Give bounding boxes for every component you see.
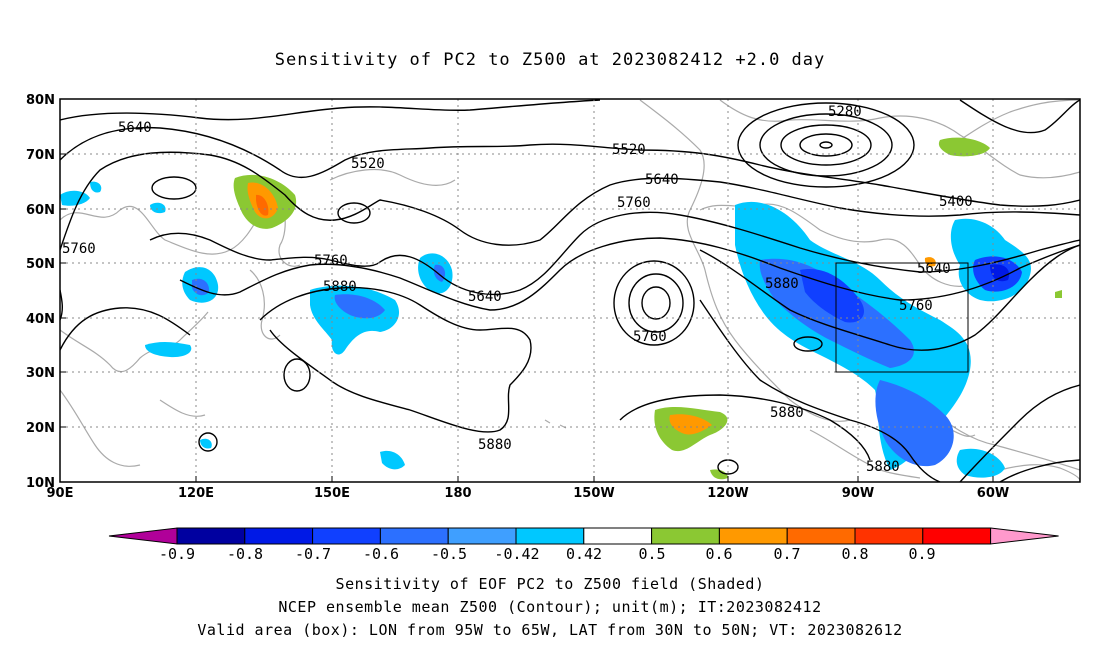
lon-label: 60W <box>977 486 1009 501</box>
colorbar-label: 0.5 <box>638 545 665 563</box>
sensitivity-map: 5640 5520 5760 5760 5880 5640 5880 5520 … <box>26 93 1081 563</box>
colorbar-box <box>312 527 381 545</box>
lat-label: 50N <box>26 257 55 272</box>
colorbar-box <box>447 527 517 545</box>
colorbar-box <box>786 527 856 545</box>
colorbar-box <box>922 527 992 545</box>
colorbar-box <box>854 527 924 545</box>
lat-label: 80N <box>26 93 55 108</box>
contour-label: 5640 <box>468 289 502 305</box>
lon-label: 180 <box>444 486 471 501</box>
colorbar-left-arrow <box>108 527 178 545</box>
lon-label: 150E <box>314 486 350 501</box>
contour-label: 5640 <box>118 120 152 136</box>
lon-label: 120E <box>178 486 214 501</box>
axis-ticks <box>60 153 994 482</box>
valid-area-box <box>835 262 969 373</box>
colorbar-box <box>379 527 449 545</box>
contour-label: 5640 <box>917 261 951 277</box>
colorbar-label: 0.7 <box>773 545 800 563</box>
colorbar-label: -0.7 <box>295 545 331 563</box>
lat-label: 70N <box>26 148 55 163</box>
lon-label: 90W <box>842 486 874 501</box>
colorbar-label: -0.42 <box>494 545 539 563</box>
colorbar-label: -0.5 <box>431 545 467 563</box>
contour-label: 5880 <box>765 276 799 292</box>
contour-labels: 5640 5520 5760 5760 5880 5640 5880 5520 … <box>62 104 973 475</box>
lat-label: 60N <box>26 203 55 218</box>
colorbar-label: 0.42 <box>566 545 602 563</box>
contour-label: 5280 <box>828 104 862 120</box>
contour-label: 5640 <box>645 172 679 188</box>
colorbar-label: 0.8 <box>841 545 868 563</box>
map-frame <box>59 98 1081 483</box>
lat-lon-grid <box>60 99 1080 482</box>
z500-contours <box>60 99 1080 482</box>
contour-label: 5520 <box>612 142 646 158</box>
colorbar-box <box>583 527 653 545</box>
colorbar-label: -0.6 <box>363 545 399 563</box>
colorbar-label: -0.9 <box>159 545 195 563</box>
contour-label: 5760 <box>633 329 667 345</box>
colorbar-box <box>244 527 314 545</box>
colorbar-box <box>718 527 788 545</box>
colorbar-label: 0.6 <box>705 545 732 563</box>
contour-label: 5400 <box>939 194 973 210</box>
contour-label: 5880 <box>323 279 357 295</box>
contour-label: 5520 <box>351 156 385 172</box>
lat-label: 40N <box>26 312 55 327</box>
contour-label: 5760 <box>617 195 651 211</box>
colorbar-label: 0.9 <box>908 545 935 563</box>
contour-label: 5760 <box>62 241 96 257</box>
lat-label: 30N <box>26 366 55 381</box>
lon-label: 150W <box>573 486 614 501</box>
latitude-labels: 80N 70N 60N 50N 40N 30N 20N 10N <box>26 93 55 491</box>
contour-label: 5880 <box>478 437 512 453</box>
lat-label: 10N <box>26 476 55 491</box>
lon-label: 120W <box>707 486 748 501</box>
caption-valid-area: Valid area (box): LON from 95W to 65W, L… <box>197 621 903 639</box>
colorbar: -0.9 -0.8 -0.7 -0.6 -0.5 -0.42 0.42 0.5 … <box>108 527 1059 563</box>
lat-label: 20N <box>26 421 55 436</box>
colorbar-labels: -0.9 -0.8 -0.7 -0.6 -0.5 -0.42 0.42 0.5 … <box>159 545 936 563</box>
map-title: Sensitivity of PC2 to Z500 at 2023082412… <box>274 50 826 70</box>
caption-shaded: Sensitivity of EOF PC2 to Z500 field (Sh… <box>335 575 765 593</box>
colorbar-right-arrow <box>990 527 1059 545</box>
longitude-labels: 90E 120E 150E 180 150W 120W 90W 60W <box>47 486 1010 501</box>
contour-label: 5880 <box>770 405 804 421</box>
colorbar-box <box>176 527 246 545</box>
contour-label: 5880 <box>866 459 900 475</box>
colorbar-box <box>651 527 720 545</box>
caption-contour: NCEP ensemble mean Z500 (Contour); unit(… <box>278 598 822 616</box>
lon-label: 90E <box>47 486 74 501</box>
colorbar-label: -0.8 <box>227 545 263 563</box>
contour-label: 5760 <box>314 253 348 269</box>
contour-label: 5760 <box>899 298 933 314</box>
colorbar-box <box>515 527 585 545</box>
colorbar-boxes <box>108 527 1059 545</box>
